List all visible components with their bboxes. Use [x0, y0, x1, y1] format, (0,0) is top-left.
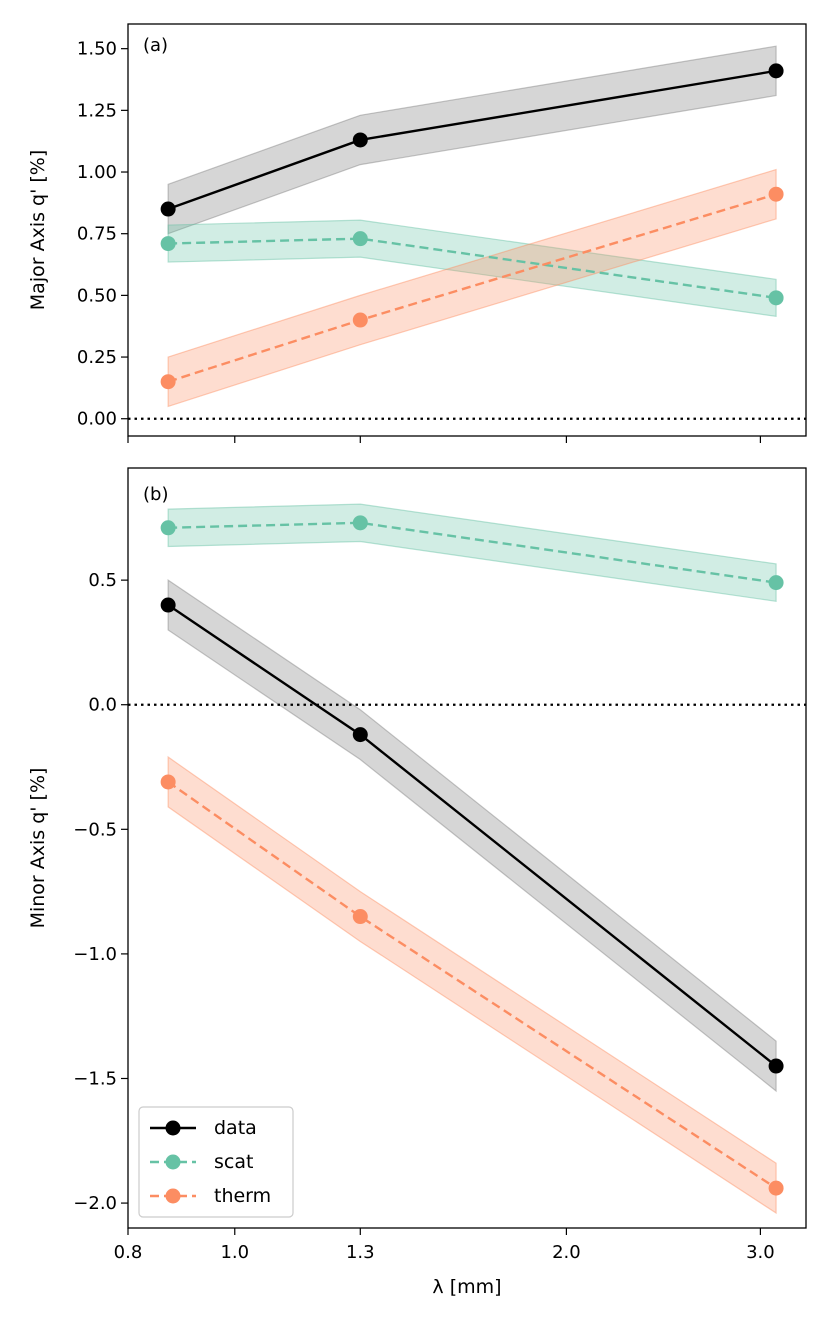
point-therm-0	[160, 374, 176, 390]
band-data	[167, 45, 777, 235]
point-therm-1	[352, 909, 368, 925]
y-tick-label: 0.0	[88, 695, 117, 716]
legend-swatch-marker-scat	[165, 1154, 181, 1170]
point-therm-1	[352, 312, 368, 328]
y-tick-label: 0.75	[77, 224, 117, 245]
y-tick-label: 1.50	[77, 39, 117, 60]
x-axis-label: λ [mm]	[432, 1276, 501, 1298]
point-therm-2	[768, 1180, 784, 1196]
point-scat-2	[768, 290, 784, 306]
series-line-scat	[168, 521, 777, 584]
x-tick-label: 2.0	[552, 1242, 581, 1263]
point-scat-2	[768, 575, 784, 591]
y-tick-label: 1.25	[77, 100, 117, 121]
x-tick-label: 1.0	[220, 1242, 249, 1263]
band-scat	[167, 503, 777, 603]
y-tick-label: 0.25	[77, 347, 117, 368]
x-tick-label: 1.3	[346, 1242, 375, 1263]
point-scat-0	[160, 520, 176, 536]
point-scat-1	[352, 515, 368, 531]
point-data-2	[768, 63, 784, 79]
legend-swatch-marker-therm	[165, 1188, 181, 1204]
point-data-1	[352, 727, 368, 743]
point-data-2	[768, 1058, 784, 1074]
y-tick-label: −1.0	[73, 944, 117, 965]
y-tick-label: −1.5	[73, 1068, 117, 1089]
legend-label-therm: therm	[214, 1185, 271, 1207]
series-line-therm	[167, 780, 777, 1190]
panel-label: (b)	[143, 484, 168, 505]
y-tick-label: −0.5	[73, 819, 117, 840]
point-scat-0	[160, 236, 176, 252]
legend-swatch-marker-data	[165, 1120, 181, 1136]
legend: data scat therm	[138, 1106, 294, 1218]
band-therm	[167, 168, 777, 408]
plot-frame	[127, 467, 807, 1229]
panel-b: −2.0 −1.5 −1.0 −0.5 0.0 0.5 0.8 1.0 1.3 2.0 3.0 Min…	[27, 467, 807, 1298]
panel-label: (a)	[143, 35, 168, 56]
point-scat-1	[352, 231, 368, 247]
y-tick-label: −2.0	[73, 1193, 117, 1214]
y-tick-label: 1.00	[77, 162, 117, 183]
point-therm-2	[768, 186, 784, 202]
legend-box	[138, 1106, 294, 1218]
legend-label-scat: scat	[214, 1151, 253, 1173]
y-axis-label: Major Axis q' [%]	[27, 150, 49, 310]
legend-label-data: data	[214, 1117, 257, 1139]
point-data-0	[160, 597, 176, 613]
y-tick-label: 0.50	[77, 285, 117, 306]
series-line-scat	[168, 237, 777, 300]
band-therm	[167, 755, 777, 1215]
y-axis-label: Minor Axis q' [%]	[27, 768, 49, 929]
y-tick-label: 0.5	[88, 570, 117, 591]
band-scat	[167, 219, 777, 318]
plot-frame	[127, 23, 807, 437]
panel-a: 0.00 0.25 0.50 0.75 1.00 1.25 1.50 Major Axis q…	[27, 23, 807, 443]
point-therm-0	[160, 774, 176, 790]
point-data-1	[352, 132, 368, 148]
x-tick-label: 3.0	[746, 1242, 775, 1263]
x-tick-label: 0.8	[114, 1242, 143, 1263]
y-tick-label: 0.00	[77, 409, 117, 430]
point-data-0	[160, 201, 176, 217]
